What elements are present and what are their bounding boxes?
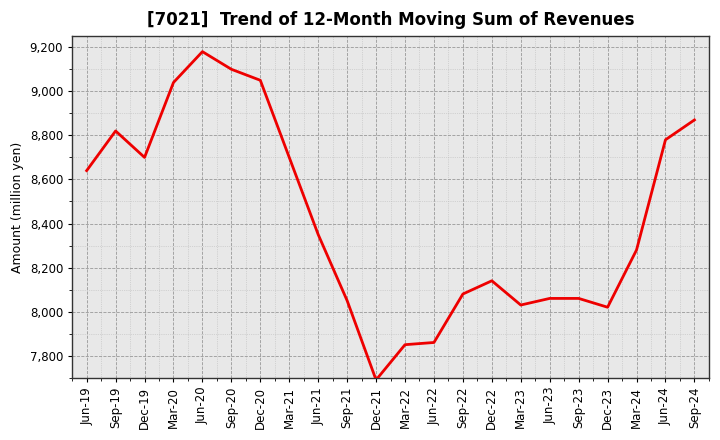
Title: [7021]  Trend of 12-Month Moving Sum of Revenues: [7021] Trend of 12-Month Moving Sum of R… xyxy=(147,11,634,29)
Y-axis label: Amount (million yen): Amount (million yen) xyxy=(11,141,24,273)
